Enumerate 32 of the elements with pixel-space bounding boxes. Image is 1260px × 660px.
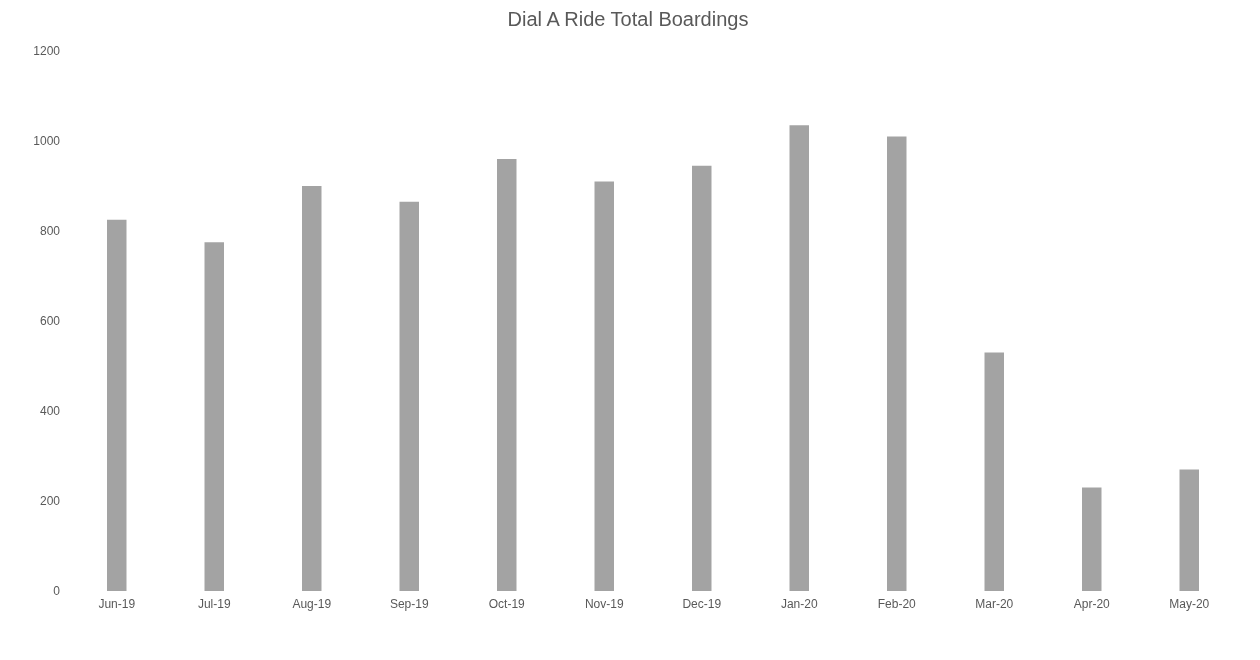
x-tick-label: Aug-19 <box>292 596 332 611</box>
x-tick-label: Jan-20 <box>780 596 818 611</box>
x-tick-label: Jul-19 <box>197 596 231 611</box>
bar <box>497 159 517 591</box>
bar <box>204 242 224 591</box>
y-tick-label: 600 <box>39 314 61 329</box>
x-tick-label: Nov-19 <box>584 596 624 611</box>
x-tick-label: Mar-20 <box>975 596 1014 611</box>
y-tick-label: 0 <box>53 584 61 599</box>
bar <box>1082 487 1102 591</box>
x-tick-label: Dec-19 <box>682 596 722 611</box>
bar <box>692 165 712 591</box>
y-tick-label: 400 <box>39 404 61 419</box>
bar <box>789 125 809 591</box>
x-tick-label: May-20 <box>1169 596 1210 611</box>
bar <box>594 181 614 591</box>
x-tick-label: Oct-19 <box>488 596 526 611</box>
y-tick-label: 1200 <box>33 44 61 59</box>
y-tick-label: 800 <box>39 224 61 239</box>
bar <box>107 219 127 591</box>
bar <box>984 352 1004 591</box>
y-tick-label: 1000 <box>33 134 61 149</box>
bar <box>399 201 419 591</box>
y-tick-label: 200 <box>39 494 61 509</box>
x-tick-label: Apr-20 <box>1073 596 1111 611</box>
bar <box>302 186 322 591</box>
x-tick-label: Sep-19 <box>389 596 429 611</box>
chart-title: Dial A Ride Total Boardings <box>506 8 750 31</box>
x-tick-label: Feb-20 <box>877 596 917 611</box>
bar <box>887 136 907 591</box>
bar <box>1179 469 1199 591</box>
x-tick-label: Jun-19 <box>98 596 136 611</box>
